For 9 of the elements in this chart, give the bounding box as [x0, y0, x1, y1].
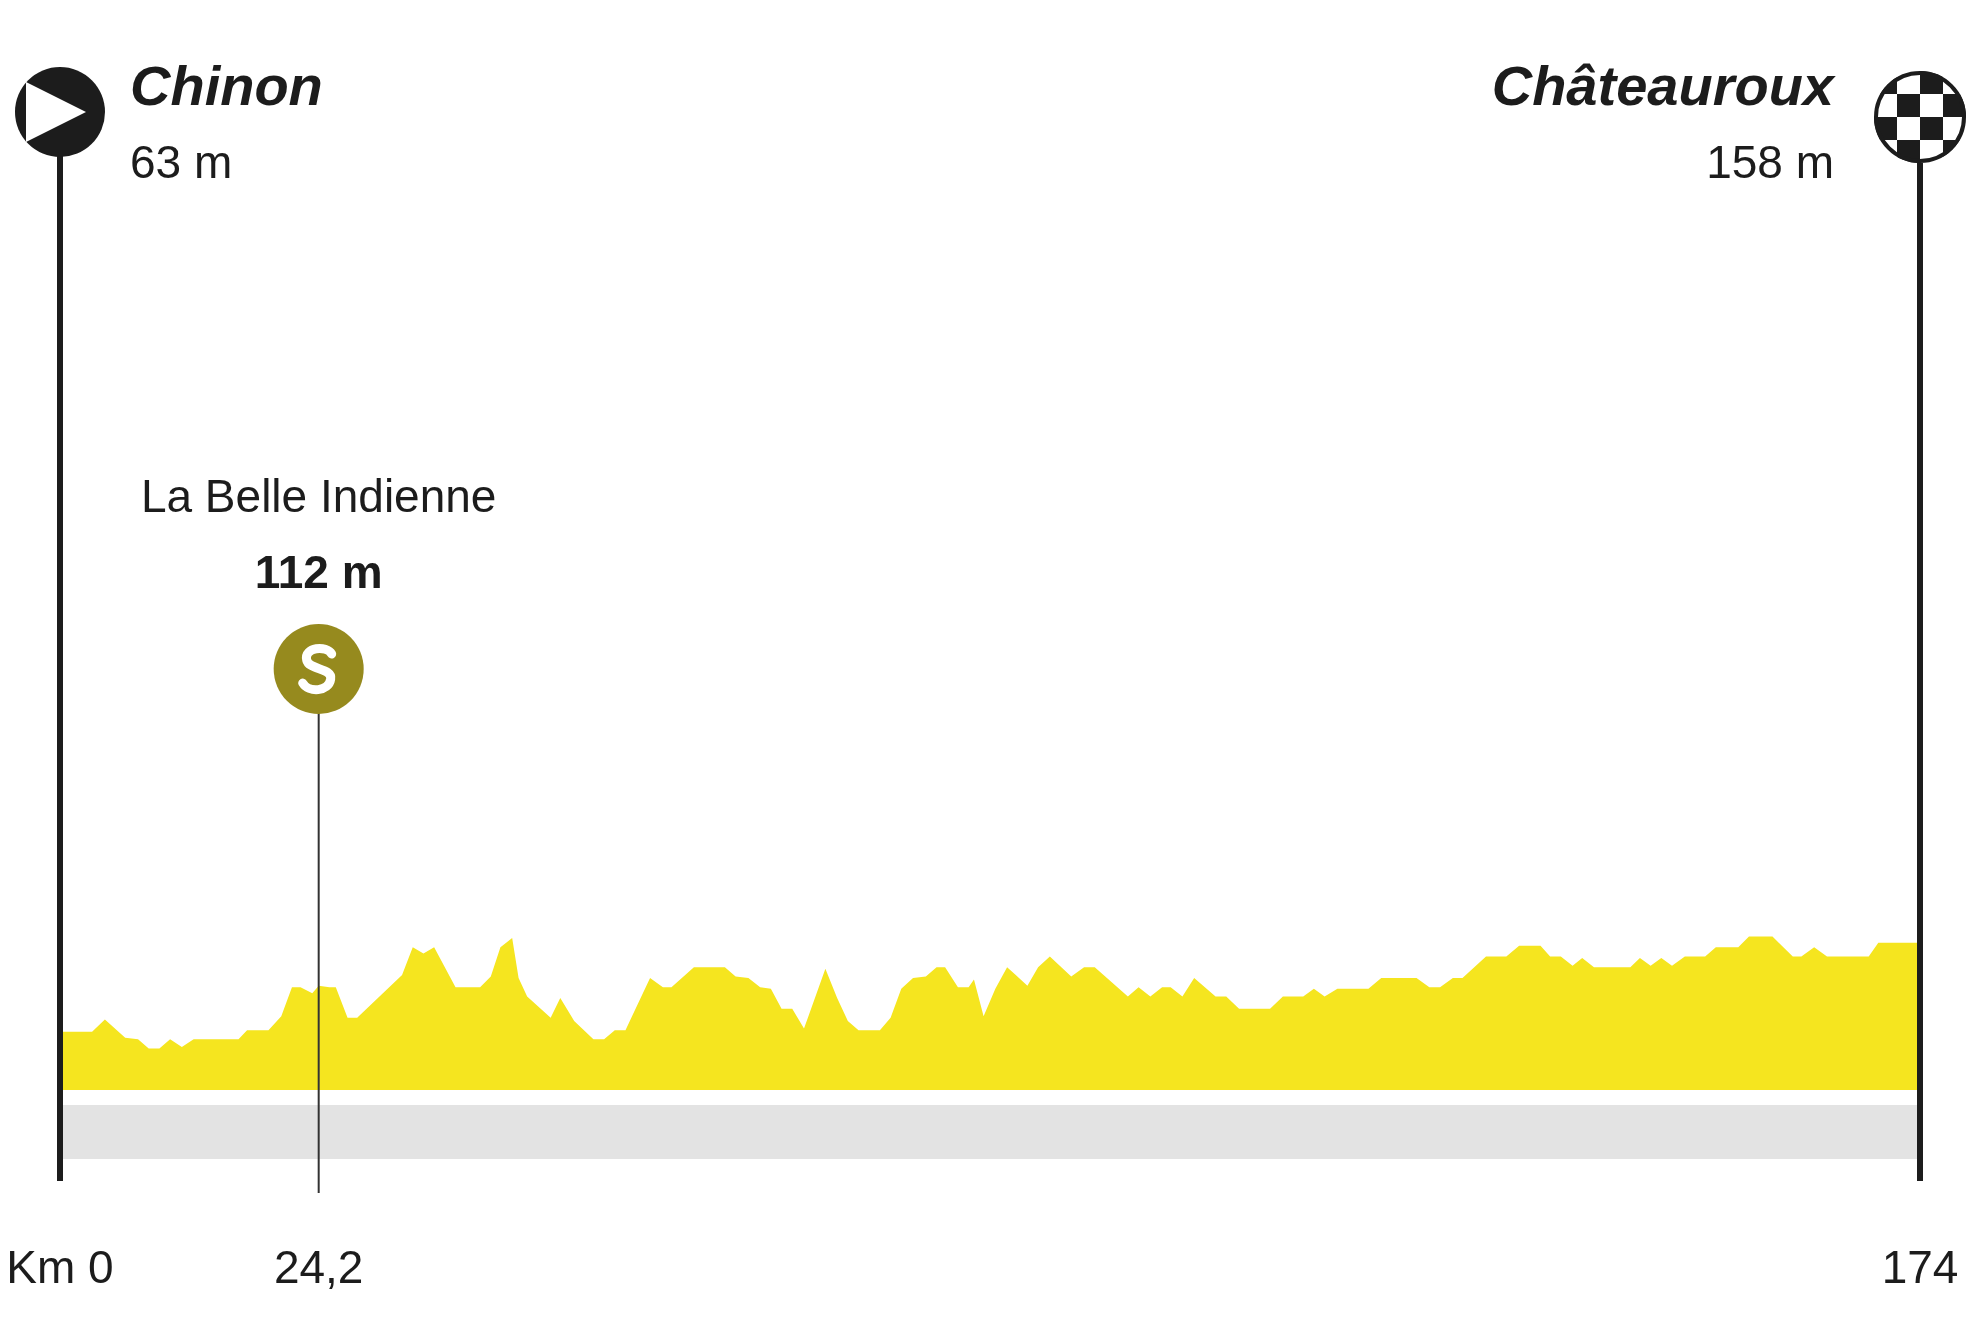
x-tick-label: Km 0 [6, 1241, 114, 1293]
ref-line-label: Châteauroux [1491, 54, 1837, 117]
x-tick-label: 24,2 [273, 1241, 364, 1293]
text: 112 m [254, 546, 383, 598]
annotation: 158 m [1706, 136, 1834, 188]
text: La Belle Indienne [140, 470, 497, 522]
annotation: 63 m [130, 136, 233, 188]
x-tick-label: 174 [1881, 1241, 1959, 1293]
legend-label: Chinon [130, 54, 323, 117]
